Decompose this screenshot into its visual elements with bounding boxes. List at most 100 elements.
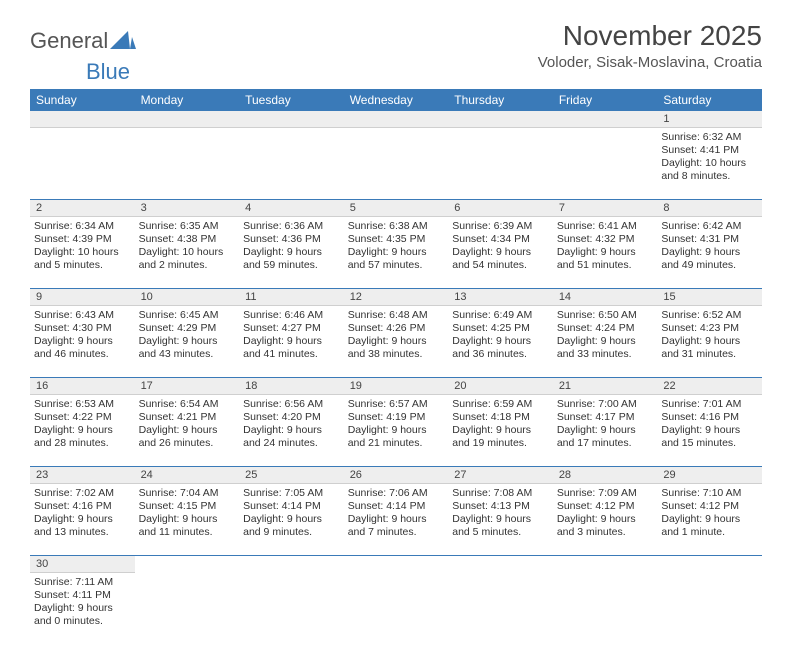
daynum-cell [239, 111, 344, 128]
cell-line-sunrise: Sunrise: 6:36 AM [243, 220, 340, 233]
daynum-cell: 27 [448, 467, 553, 484]
daynum-cell: 17 [135, 378, 240, 395]
col-thursday: Thursday [448, 89, 553, 111]
cell-line-day2: and 17 minutes. [557, 437, 654, 450]
cell-line-sunrise: Sunrise: 7:02 AM [34, 487, 131, 500]
day-cell: Sunrise: 6:45 AMSunset: 4:29 PMDaylight:… [135, 306, 240, 378]
col-friday: Friday [553, 89, 658, 111]
cell-line-sunrise: Sunrise: 6:54 AM [139, 398, 236, 411]
day-cell: Sunrise: 6:56 AMSunset: 4:20 PMDaylight:… [239, 395, 344, 467]
day-cell: Sunrise: 7:08 AMSunset: 4:13 PMDaylight:… [448, 484, 553, 556]
cell-line-day2: and 5 minutes. [34, 259, 131, 272]
cell-line-sunset: Sunset: 4:31 PM [661, 233, 758, 246]
content-row: Sunrise: 6:53 AMSunset: 4:22 PMDaylight:… [30, 395, 762, 467]
day-cell [135, 573, 240, 645]
cell-line-day2: and 15 minutes. [661, 437, 758, 450]
cell-line-sunrise: Sunrise: 6:38 AM [348, 220, 445, 233]
calendar-table: Sunday Monday Tuesday Wednesday Thursday… [30, 89, 762, 645]
daynum-cell: 2 [30, 200, 135, 217]
cell-line-sunset: Sunset: 4:16 PM [661, 411, 758, 424]
cell-line-sunrise: Sunrise: 6:34 AM [34, 220, 131, 233]
cell-line-day1: Daylight: 10 hours [139, 246, 236, 259]
daynum-cell: 5 [344, 200, 449, 217]
day-cell [135, 128, 240, 200]
cell-line-sunset: Sunset: 4:34 PM [452, 233, 549, 246]
header-row: Sunday Monday Tuesday Wednesday Thursday… [30, 89, 762, 111]
cell-line-sunrise: Sunrise: 7:08 AM [452, 487, 549, 500]
daynum-cell [30, 111, 135, 128]
cell-line-sunrise: Sunrise: 7:04 AM [139, 487, 236, 500]
cell-line-sunrise: Sunrise: 6:57 AM [348, 398, 445, 411]
cell-line-day2: and 31 minutes. [661, 348, 758, 361]
cell-line-sunset: Sunset: 4:15 PM [139, 500, 236, 513]
daynum-cell: 13 [448, 289, 553, 306]
daynum-cell: 22 [657, 378, 762, 395]
cell-line-sunset: Sunset: 4:29 PM [139, 322, 236, 335]
cell-line-day2: and 1 minute. [661, 526, 758, 539]
cell-line-sunset: Sunset: 4:20 PM [243, 411, 340, 424]
daynum-cell: 4 [239, 200, 344, 217]
daynum-cell [239, 556, 344, 573]
daynum-cell: 11 [239, 289, 344, 306]
cell-line-day1: Daylight: 9 hours [34, 424, 131, 437]
month-title: November 2025 [538, 20, 762, 52]
cell-line-sunrise: Sunrise: 6:48 AM [348, 309, 445, 322]
col-tuesday: Tuesday [239, 89, 344, 111]
day-cell [448, 128, 553, 200]
cell-line-day2: and 28 minutes. [34, 437, 131, 450]
cell-line-day2: and 51 minutes. [557, 259, 654, 272]
daynum-cell: 30 [30, 556, 135, 573]
cell-line-day2: and 8 minutes. [661, 170, 758, 183]
daynum-cell: 16 [30, 378, 135, 395]
cell-line-sunrise: Sunrise: 6:35 AM [139, 220, 236, 233]
cell-line-day1: Daylight: 9 hours [139, 424, 236, 437]
cell-line-day2: and 2 minutes. [139, 259, 236, 272]
cell-line-sunset: Sunset: 4:30 PM [34, 322, 131, 335]
cell-line-sunrise: Sunrise: 6:39 AM [452, 220, 549, 233]
cell-line-day1: Daylight: 9 hours [557, 513, 654, 526]
day-cell: Sunrise: 6:46 AMSunset: 4:27 PMDaylight:… [239, 306, 344, 378]
col-sunday: Sunday [30, 89, 135, 111]
cell-line-day1: Daylight: 9 hours [348, 424, 445, 437]
cell-line-sunset: Sunset: 4:12 PM [661, 500, 758, 513]
cell-line-sunrise: Sunrise: 6:41 AM [557, 220, 654, 233]
daynum-cell: 23 [30, 467, 135, 484]
cell-line-day1: Daylight: 9 hours [243, 335, 340, 348]
cell-line-day2: and 46 minutes. [34, 348, 131, 361]
cell-line-sunrise: Sunrise: 7:01 AM [661, 398, 758, 411]
calendar-body: 1Sunrise: 6:32 AMSunset: 4:41 PMDaylight… [30, 111, 762, 645]
cell-line-day2: and 36 minutes. [452, 348, 549, 361]
daynum-cell: 25 [239, 467, 344, 484]
day-cell: Sunrise: 6:39 AMSunset: 4:34 PMDaylight:… [448, 217, 553, 289]
cell-line-sunrise: Sunrise: 7:09 AM [557, 487, 654, 500]
cell-line-day1: Daylight: 9 hours [139, 335, 236, 348]
daynum-cell: 21 [553, 378, 658, 395]
cell-line-day1: Daylight: 9 hours [243, 246, 340, 259]
daynum-cell: 28 [553, 467, 658, 484]
cell-line-day1: Daylight: 9 hours [557, 246, 654, 259]
daynum-cell: 6 [448, 200, 553, 217]
cell-line-sunset: Sunset: 4:22 PM [34, 411, 131, 424]
cell-line-sunset: Sunset: 4:27 PM [243, 322, 340, 335]
cell-line-sunset: Sunset: 4:25 PM [452, 322, 549, 335]
day-cell [553, 128, 658, 200]
cell-line-sunrise: Sunrise: 6:52 AM [661, 309, 758, 322]
daynum-cell: 15 [657, 289, 762, 306]
daynum-row: 2345678 [30, 200, 762, 217]
cell-line-day2: and 41 minutes. [243, 348, 340, 361]
cell-line-day1: Daylight: 9 hours [661, 335, 758, 348]
daynum-cell: 20 [448, 378, 553, 395]
cell-line-day2: and 43 minutes. [139, 348, 236, 361]
col-saturday: Saturday [657, 89, 762, 111]
cell-line-sunrise: Sunrise: 6:59 AM [452, 398, 549, 411]
cell-line-sunrise: Sunrise: 6:45 AM [139, 309, 236, 322]
day-cell: Sunrise: 6:57 AMSunset: 4:19 PMDaylight:… [344, 395, 449, 467]
day-cell: Sunrise: 6:52 AMSunset: 4:23 PMDaylight:… [657, 306, 762, 378]
day-cell: Sunrise: 7:00 AMSunset: 4:17 PMDaylight:… [553, 395, 658, 467]
cell-line-sunset: Sunset: 4:12 PM [557, 500, 654, 513]
daynum-row: 1 [30, 111, 762, 128]
cell-line-day1: Daylight: 9 hours [452, 513, 549, 526]
cell-line-day2: and 7 minutes. [348, 526, 445, 539]
daynum-cell [553, 556, 658, 573]
cell-line-sunset: Sunset: 4:32 PM [557, 233, 654, 246]
